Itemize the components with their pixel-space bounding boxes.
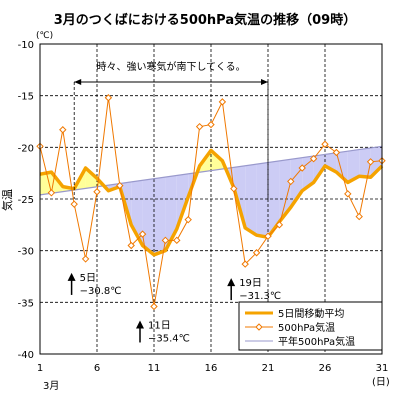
daily-temperature-point bbox=[195, 122, 204, 131]
daily-temperature-point bbox=[207, 120, 215, 129]
y-tick-label: -15 bbox=[18, 92, 34, 103]
daily-temperature-point bbox=[355, 212, 363, 221]
daily-temperature-point bbox=[287, 177, 295, 186]
daily-temperature-point bbox=[104, 94, 113, 102]
daily-temperature-point bbox=[138, 230, 147, 238]
legend-label-normal: 平年500hPa気温 bbox=[278, 335, 355, 348]
period-annotation-text: 時々、強い寒気が南下してくる。 bbox=[96, 60, 245, 73]
callout-arrow-head bbox=[227, 278, 236, 287]
y-tick-label: -40 bbox=[18, 350, 34, 361]
daily-temperature-point bbox=[184, 215, 192, 224]
daily-temperature-point bbox=[150, 302, 158, 311]
cold-anomaly-fill bbox=[370, 146, 382, 178]
daily-temperature-point bbox=[59, 126, 67, 134]
annotations: 時々、強い寒気が南下してくる。 5日 −30.8℃ 11日 −35.4℃ 19日 −31.3… bbox=[67, 60, 281, 344]
daily-temperature-point bbox=[264, 232, 272, 240]
daily-temperature-point bbox=[230, 184, 238, 193]
callout-arrow-head bbox=[67, 272, 76, 281]
cold-anomaly-fill bbox=[302, 156, 314, 191]
daily-temperature-point bbox=[127, 241, 135, 250]
daily-temperature-point bbox=[252, 249, 261, 257]
x-tick-label: 26 bbox=[319, 363, 332, 374]
month-label: 3月 bbox=[43, 380, 59, 392]
moving-average-line bbox=[39, 148, 384, 257]
cold-anomaly-fill bbox=[256, 162, 268, 238]
callout-day-label: 19日 bbox=[239, 278, 262, 289]
legend-label-moving-avg: 5日間移動平均 bbox=[278, 307, 344, 320]
callout-value-label: −31.3℃ bbox=[239, 291, 281, 302]
callout-arrow-head bbox=[136, 320, 144, 329]
warm-anomaly-fill bbox=[85, 168, 97, 189]
axes: -10-15-20-25-30-35-401 6 11 16 21 26 31 bbox=[18, 40, 389, 374]
callout-day-label: 11日 bbox=[148, 320, 171, 331]
chart-title: 3月のつくばにおける500hPa気温の推移（09時） bbox=[54, 12, 356, 28]
daily-temperature-point bbox=[344, 190, 352, 198]
daily-temperature-point bbox=[47, 189, 56, 197]
daily-temperature-point bbox=[275, 221, 284, 229]
callout-day-label: 5日 bbox=[80, 273, 96, 284]
y-tick-label: -25 bbox=[18, 195, 34, 206]
y-axis-label: 気温 bbox=[0, 189, 14, 211]
x-tick-label: 16 bbox=[205, 363, 218, 374]
period-arrow-head-right bbox=[261, 79, 268, 85]
x-tick-label: 1 bbox=[37, 363, 43, 374]
daily-temperature-point bbox=[321, 140, 329, 148]
warm-anomaly-fill bbox=[40, 172, 52, 195]
y-unit-label: (℃) bbox=[36, 31, 53, 41]
daily-temperature-point bbox=[309, 154, 318, 163]
legend-label-daily: 500hPa気温 bbox=[278, 321, 335, 334]
normal-temperature-line bbox=[39, 145, 383, 196]
y-tick-label: -20 bbox=[18, 143, 34, 154]
daily-temperature-point bbox=[366, 158, 375, 166]
cold-anomaly-fill bbox=[245, 164, 257, 236]
series bbox=[36, 94, 386, 311]
daily-temperature-point bbox=[81, 255, 90, 263]
daily-temperature-point bbox=[218, 98, 227, 106]
cold-anomaly-fill bbox=[176, 173, 189, 229]
callout-value-label: −35.4℃ bbox=[148, 333, 190, 344]
y-tick-label: -35 bbox=[18, 298, 34, 309]
period-arrow-head-left bbox=[74, 79, 82, 85]
daily-temperature-point bbox=[161, 236, 170, 245]
daily-temperature-point bbox=[241, 260, 249, 268]
daily-temperature-point bbox=[70, 200, 78, 208]
plot-frame bbox=[39, 43, 383, 355]
cold-anomaly-fill bbox=[279, 159, 291, 222]
cold-anomaly-fill bbox=[154, 177, 166, 255]
daily-temperature-point bbox=[298, 164, 306, 172]
callout-value-label: −30.8℃ bbox=[80, 286, 122, 297]
x-tick-label: 6 bbox=[94, 363, 100, 374]
y-tick-label: -10 bbox=[18, 40, 34, 51]
x-tick-label: 31 bbox=[376, 363, 389, 374]
legend-box bbox=[238, 301, 383, 351]
legend-swatch-daily-marker bbox=[255, 323, 263, 331]
daily-temperature-point bbox=[116, 181, 124, 190]
x-tick-label: 11 bbox=[148, 363, 161, 374]
daily-temperature-point bbox=[332, 148, 341, 157]
daily-temperature-point bbox=[173, 236, 181, 245]
cold-anomaly-fill bbox=[268, 160, 280, 238]
warm-anomaly-fill bbox=[211, 150, 223, 171]
daily-temperature-point bbox=[93, 188, 101, 196]
y-tick-label: -30 bbox=[18, 247, 34, 258]
cold-anomaly-fill bbox=[347, 149, 360, 183]
cold-anomaly-fill bbox=[359, 147, 371, 178]
cold-anomaly-fill bbox=[142, 178, 154, 255]
x-unit-label: (日) bbox=[372, 377, 390, 388]
legend: 5日間移動平均 500hPa気温 平年500hPa気温 bbox=[238, 301, 383, 351]
x-tick-label: 21 bbox=[262, 363, 275, 374]
